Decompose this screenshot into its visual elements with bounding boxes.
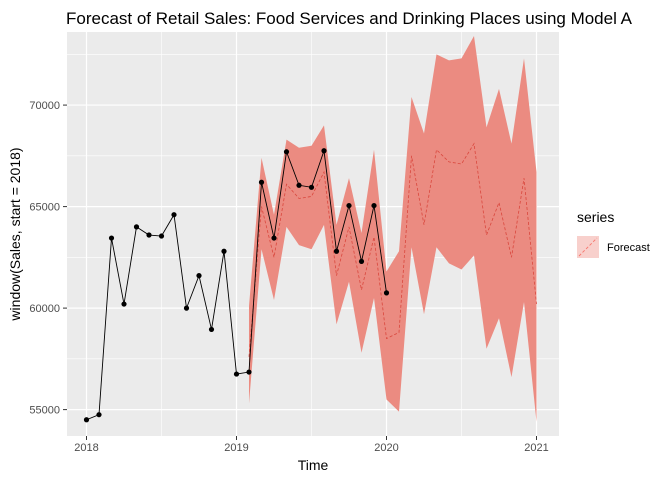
y-tick-label: 60000 — [29, 303, 60, 315]
legend-key-forecast — [577, 236, 599, 258]
actual-series — [83, 148, 390, 423]
y-axis-title: window(Sales, start = 2018) — [7, 147, 23, 321]
actual-point — [296, 182, 302, 188]
forecast-series — [248, 142, 537, 357]
x-tick-label: 2019 — [224, 442, 248, 454]
actual-point — [271, 235, 277, 241]
y-tick-label: 70000 — [29, 100, 60, 112]
forecast-line — [248, 142, 537, 357]
x-axis-title: Time — [298, 457, 329, 473]
actual-point — [196, 273, 202, 279]
actual-point — [346, 202, 352, 209]
actual-point — [333, 248, 340, 254]
actual-point — [233, 371, 240, 377]
legend-label-forecast: Forecast — [607, 242, 650, 254]
actual-point — [321, 148, 327, 154]
x-axis-ticks: 2018 2019 2020 2021 — [74, 436, 549, 454]
y-tick-label: 55000 — [29, 405, 60, 417]
y-axis-ticks: 55000 60000 65000 70000 — [29, 100, 67, 417]
actual-point — [371, 202, 377, 209]
actual-point — [83, 417, 90, 423]
prediction-interval-band — [248, 36, 537, 422]
actual-point — [283, 149, 290, 155]
actual-point — [171, 212, 177, 218]
chart-title: Forecast of Retail Sales: Food Services … — [66, 9, 633, 28]
actual-point — [383, 290, 390, 296]
actual-point — [96, 412, 102, 418]
actual-point — [258, 179, 265, 185]
actual-point — [221, 248, 227, 254]
actual-point — [108, 235, 115, 241]
actual-point — [208, 326, 215, 333]
x-tick-label: 2021 — [524, 442, 548, 454]
forecast-interval-area — [248, 36, 537, 422]
actual-point — [133, 224, 140, 230]
actual-point — [358, 258, 365, 265]
actual-point — [183, 305, 190, 311]
actual-point — [146, 232, 152, 238]
actual-point — [308, 184, 315, 190]
legend-title: series — [577, 209, 614, 225]
x-tick-label: 2020 — [374, 442, 398, 454]
actual-point — [158, 233, 165, 239]
y-tick-label: 65000 — [29, 202, 60, 214]
actual-point — [121, 301, 127, 307]
actual-point — [246, 369, 252, 375]
x-tick-label: 2018 — [74, 442, 98, 454]
